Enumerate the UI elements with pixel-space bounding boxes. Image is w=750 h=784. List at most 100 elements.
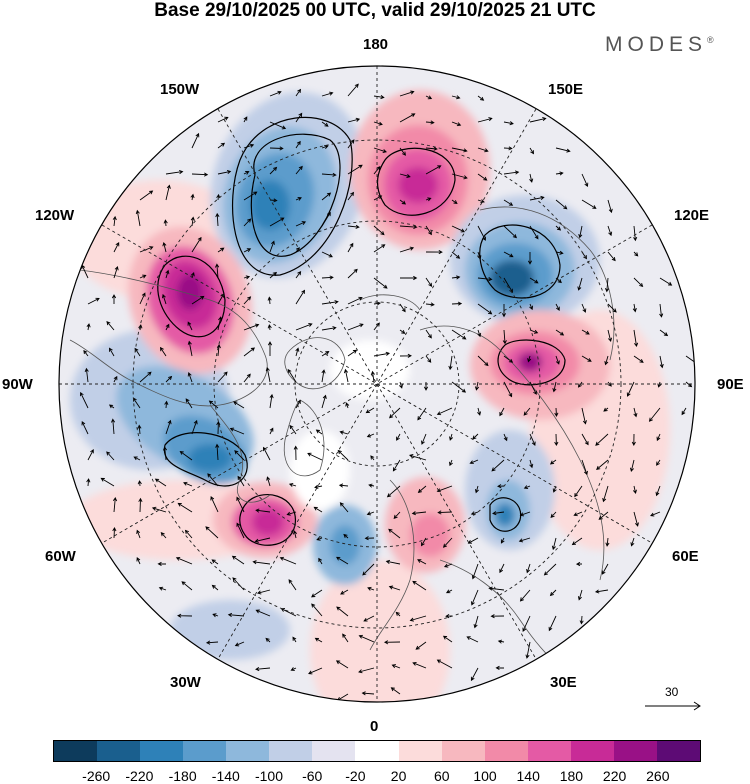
wind-arrow-icon xyxy=(555,225,562,231)
wind-arrow-icon xyxy=(604,277,610,293)
wind-arrow-icon xyxy=(217,142,226,149)
meridian xyxy=(101,224,653,544)
wind-arrow-icon xyxy=(400,275,418,281)
wind-arrow-icon xyxy=(451,121,462,127)
wind-arrow-icon xyxy=(216,420,221,435)
wind-arrow-icon xyxy=(631,433,636,446)
colorbar-tick-label: 220 xyxy=(602,768,627,784)
colorbar-segment xyxy=(269,741,313,761)
wind-arrow-icon xyxy=(549,589,557,597)
wind-arrow-icon xyxy=(477,251,482,260)
lon-label-60e: 60E xyxy=(672,548,699,565)
wind-arrow-icon xyxy=(216,343,221,357)
wind-arrow-icon xyxy=(190,193,195,201)
wind-arrow-icon xyxy=(526,563,531,574)
wind-arrow-icon xyxy=(243,116,248,123)
wind-arrow-icon xyxy=(217,169,232,175)
wind-arrow-icon xyxy=(295,221,307,227)
wind-arrow-icon xyxy=(160,531,167,539)
wind-arrow-icon xyxy=(362,563,375,576)
wind-arrow-icon xyxy=(529,459,534,469)
modes-logo: MODES® xyxy=(605,33,714,57)
wind-arrow-icon xyxy=(287,368,297,383)
wind-arrow-icon xyxy=(518,537,531,543)
wind-arrow-icon xyxy=(109,347,115,357)
wind-arrow-icon xyxy=(659,355,664,369)
latitude-circle xyxy=(132,139,622,629)
wind-arrow-icon xyxy=(425,165,442,175)
wind-arrow-icon xyxy=(399,90,415,97)
anomaly-blob xyxy=(495,503,515,527)
wind-arrow-icon xyxy=(451,173,468,180)
wind-arrow-icon xyxy=(503,225,517,239)
wind-arrow-icon xyxy=(503,433,508,442)
wind-arrow-icon xyxy=(549,459,557,465)
meridian xyxy=(217,108,537,660)
wind-arrow-icon xyxy=(399,329,406,334)
wind-arrow-icon xyxy=(436,407,453,416)
contour-line xyxy=(239,494,296,546)
wind-arrow-icon xyxy=(548,615,557,632)
wind-arrow-icon xyxy=(529,173,534,183)
colorbar-tick-label: 260 xyxy=(646,768,670,784)
wind-arrow-icon xyxy=(266,476,271,487)
wind-arrow-icon xyxy=(292,530,298,539)
wind-arrow-icon xyxy=(555,329,565,336)
wind-arrow-icon xyxy=(601,563,609,575)
wind-arrow-icon xyxy=(399,246,415,253)
wind-arrow-icon xyxy=(605,537,610,547)
wind-arrow-icon xyxy=(139,292,146,305)
wind-arrow-icon xyxy=(391,664,401,669)
wind-arrow-icon xyxy=(492,511,505,516)
wind-arrow-icon xyxy=(408,454,427,461)
wind-arrow-icon xyxy=(185,398,193,409)
coastline xyxy=(283,399,325,477)
wind-arrow-icon xyxy=(108,404,115,409)
contour-line xyxy=(497,339,566,386)
wind-arrow-icon xyxy=(321,394,327,409)
wind-arrow-icon xyxy=(577,277,583,291)
wind-arrow-icon xyxy=(467,537,479,544)
wind-arrow-icon xyxy=(581,355,592,362)
wind-arrow-icon xyxy=(112,496,118,513)
wind-arrow-icon xyxy=(473,615,479,629)
wind-arrow-icon xyxy=(295,271,302,279)
wind-arrow-icon xyxy=(295,88,302,97)
wind-arrow-icon xyxy=(151,506,167,513)
wind-arrow-icon xyxy=(295,196,302,201)
wind-arrow-icon xyxy=(425,355,432,363)
wind-arrow-icon xyxy=(255,609,271,617)
wind-arrow-icon xyxy=(607,225,613,237)
wind-arrow-icon xyxy=(139,246,154,253)
wind-arrow-icon xyxy=(607,303,617,313)
wind-arrow-icon xyxy=(607,199,613,214)
wind-arrow-icon xyxy=(425,146,438,151)
wind-arrow-icon xyxy=(477,117,493,123)
wind-arrow-icon xyxy=(321,172,337,177)
wind-arrow-icon xyxy=(295,247,300,253)
wind-arrow-icon xyxy=(342,633,349,643)
wind-arrow-icon xyxy=(399,113,416,123)
wind-arrow-icon xyxy=(633,329,639,348)
wind-arrow-icon xyxy=(255,667,271,672)
wind-arrow-icon xyxy=(648,407,661,422)
wind-arrow-icon xyxy=(502,329,507,345)
anomaly-blob xyxy=(398,167,438,203)
wind-arrow-icon xyxy=(425,329,432,339)
wind-arrow-icon xyxy=(243,373,251,383)
wind-arrow-icon xyxy=(286,511,297,516)
wind-arrow-icon xyxy=(386,485,401,498)
wind-arrow-icon xyxy=(339,502,349,513)
wind-arrow-icon xyxy=(269,393,274,409)
contour-line xyxy=(489,497,522,532)
wind-arrow-icon xyxy=(499,407,505,417)
wind-arrow-icon xyxy=(423,382,429,391)
wind-arrow-icon xyxy=(470,589,479,606)
wind-arrow-icon xyxy=(217,316,223,331)
anomaly-blob xyxy=(250,180,290,230)
wind-arrow-icon xyxy=(106,451,115,461)
wind-arrow-icon xyxy=(288,482,297,487)
wind-arrow-icon xyxy=(158,586,167,591)
wind-arrow-icon xyxy=(113,241,120,253)
wind-arrow-icon xyxy=(229,427,245,435)
